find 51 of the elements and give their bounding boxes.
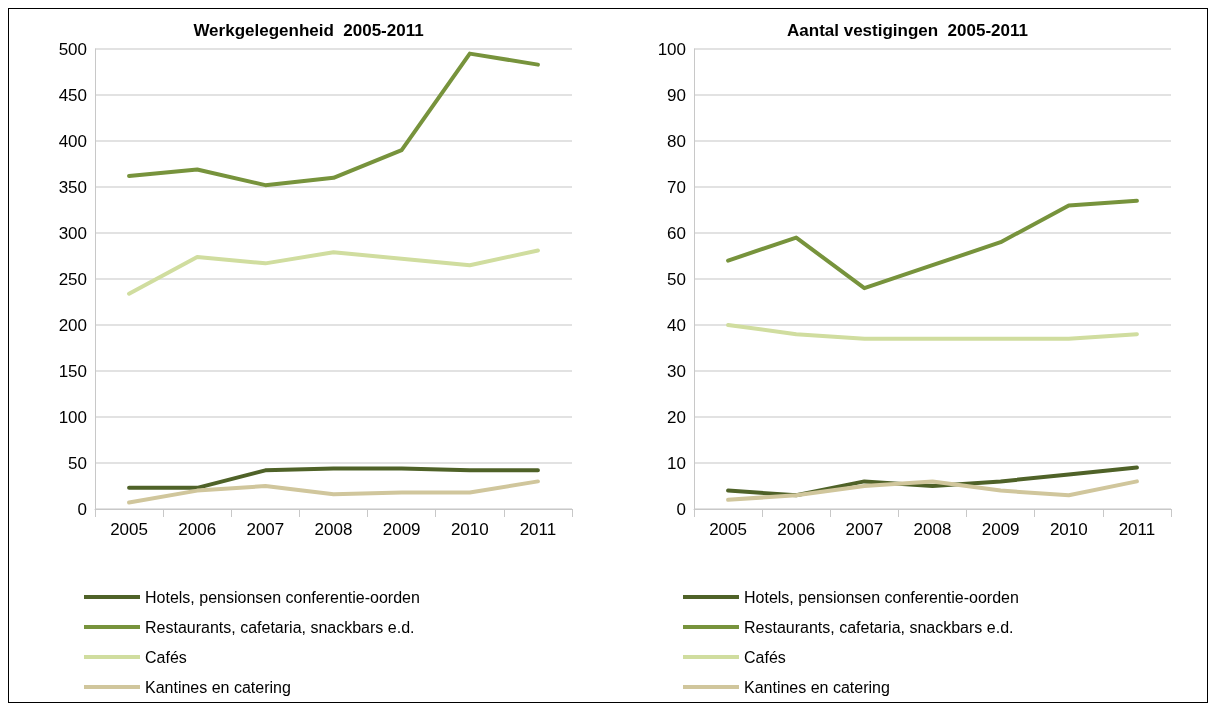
y-tick-label: 40	[667, 315, 686, 335]
y-tick-label: 90	[667, 85, 686, 105]
legend-label: Kantines en catering	[145, 678, 291, 696]
legend-label: Kantines en catering	[744, 678, 890, 696]
y-tick-label: 30	[667, 361, 686, 381]
x-tick-label: 2005	[110, 520, 148, 539]
x-tick-label: 2011	[519, 520, 557, 539]
x-tick-label: 2007	[246, 520, 285, 539]
y-tick-label: 70	[667, 177, 686, 197]
y-tick-label: 0	[676, 499, 686, 519]
x-tick-label: 2009	[382, 520, 421, 539]
x-tick-label: 2010	[1049, 520, 1088, 539]
y-tick-label: 450	[58, 85, 87, 105]
y-tick-label: 250	[58, 269, 87, 289]
chart-title: Werkgelegenheid 2005-2011	[193, 21, 424, 40]
line-series	[726, 198, 1139, 291]
x-tick-label: 2010	[450, 520, 489, 539]
y-tick-label: 100	[58, 407, 87, 427]
x-tick-label: 2009	[981, 520, 1020, 539]
legend-label: Restaurants, cafetaria, snackbars e.d.	[145, 618, 415, 636]
y-tick-label: 500	[58, 39, 87, 59]
y-tick-label: 0	[77, 499, 87, 519]
legend-label: Cafés	[145, 648, 187, 666]
y-tick-label: 20	[667, 407, 686, 427]
chart-title: Aantal vestigingen 2005-2011	[787, 21, 1028, 40]
y-tick-label: 50	[667, 269, 686, 289]
y-tick-label: 60	[667, 223, 686, 243]
x-tick-label: 2007	[845, 520, 884, 539]
legend-label: Cafés	[744, 648, 786, 666]
x-tick-label: 2006	[178, 520, 217, 539]
y-tick-label: 350	[58, 177, 87, 197]
line-series	[127, 479, 540, 505]
line-series	[127, 248, 540, 296]
x-tick-label: 2005	[709, 520, 747, 539]
y-tick-label: 50	[68, 453, 87, 473]
y-tick-label: 10	[667, 453, 686, 473]
y-tick-label: 400	[58, 131, 87, 151]
line-series	[726, 479, 1139, 502]
x-tick-label: 2008	[314, 520, 353, 539]
x-tick-label: 2011	[1118, 520, 1156, 539]
legend-label: Hotels, pensionsen conferentie-oorden	[145, 588, 420, 606]
y-tick-label: 200	[58, 315, 87, 335]
legend-label: Restaurants, cafetaria, snackbars e.d.	[744, 618, 1014, 636]
x-tick-label: 2006	[777, 520, 816, 539]
y-tick-label: 80	[667, 131, 686, 151]
legend-label: Hotels, pensionsen conferentie-oorden	[744, 588, 1019, 606]
y-tick-label: 150	[58, 361, 87, 381]
line-series	[127, 51, 540, 188]
y-tick-label: 100	[657, 39, 686, 59]
y-tick-label: 300	[58, 223, 87, 243]
x-tick-label: 2008	[913, 520, 952, 539]
